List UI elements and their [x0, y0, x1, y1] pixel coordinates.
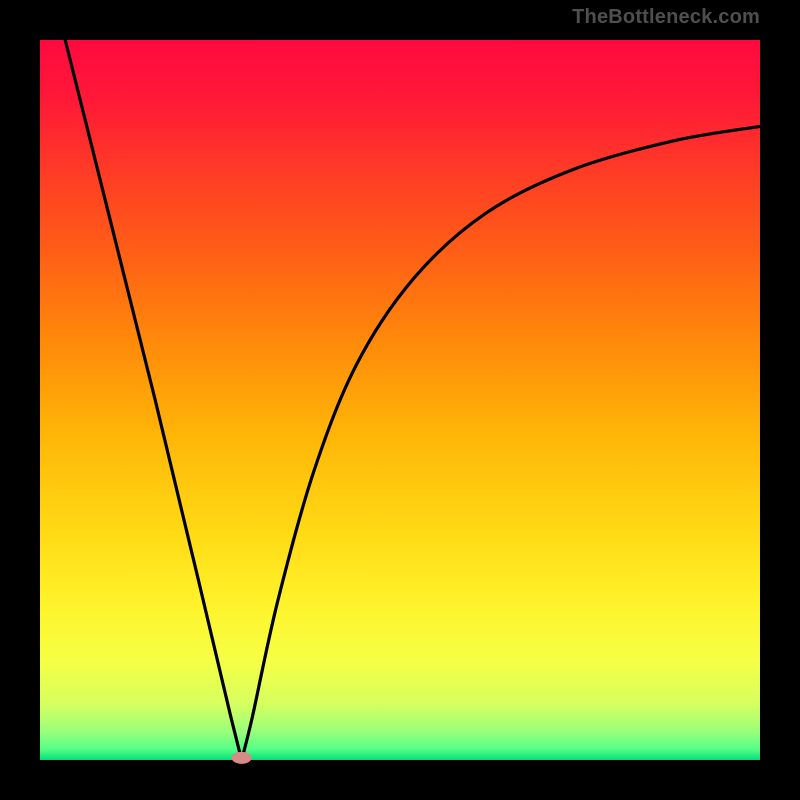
watermark-text: TheBottleneck.com	[572, 6, 760, 29]
plot-area	[40, 40, 760, 760]
bottleneck-curve	[40, 40, 760, 760]
minimum-marker	[232, 752, 252, 764]
outer-frame: TheBottleneck.com	[0, 0, 800, 800]
